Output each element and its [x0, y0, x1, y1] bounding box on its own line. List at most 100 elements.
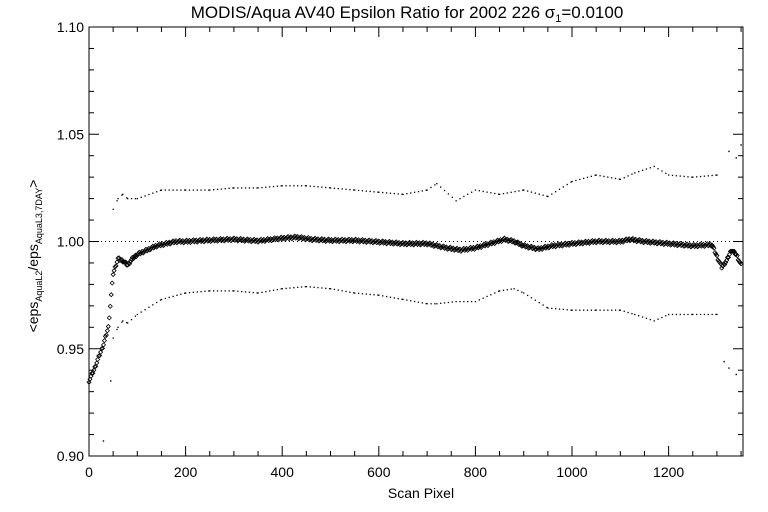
upper-bound-point	[289, 185, 291, 187]
upper-bound-point	[196, 189, 198, 191]
lower-bound-point	[172, 295, 174, 298]
lower-bound-point	[228, 290, 230, 292]
x-tick-label: 1000	[556, 464, 587, 480]
upper-bound-point	[341, 188, 343, 190]
title-sigma-symbol: σ	[545, 3, 556, 22]
data-point-diamond	[103, 332, 109, 338]
upper-bound-point	[256, 187, 258, 189]
lower-bound-point	[164, 297, 167, 300]
lower-bound-point	[603, 309, 605, 311]
upper-bound-point	[711, 174, 713, 177]
lower-bound-point	[152, 304, 154, 306]
lower-bound-point	[455, 300, 457, 303]
lower-bound-point	[594, 309, 596, 311]
lower-bound-point	[349, 291, 351, 293]
lower-bound-point	[204, 290, 206, 292]
upper-bound-point	[192, 189, 195, 191]
data-point-diamond	[734, 253, 740, 259]
upper-bound-point	[687, 176, 689, 178]
upper-bound-point	[551, 193, 553, 195]
upper-bound-point	[594, 174, 596, 176]
upper-bound-point	[447, 193, 450, 195]
outlier-point	[723, 360, 725, 363]
lower-bound-point	[443, 302, 446, 304]
lower-bound-point	[406, 299, 408, 301]
y-label-sub1: AquaL2	[34, 271, 44, 302]
lower-bound-point	[269, 290, 271, 292]
lower-bound-point	[184, 292, 186, 294]
upper-bound-point	[349, 188, 351, 191]
lower-bound-point	[634, 313, 636, 316]
lower-bound-point	[699, 313, 702, 316]
data-point-diamond	[113, 263, 119, 269]
lower-bound-point	[168, 296, 170, 299]
lower-bound-point	[618, 309, 621, 311]
outlier-point	[728, 150, 730, 153]
upper-bound-point	[440, 186, 442, 188]
upper-bound-point	[209, 189, 211, 191]
lower-bound-point	[402, 298, 404, 301]
lower-bound-point	[180, 293, 182, 295]
upper-bound-point	[188, 189, 191, 191]
lower-bound-point	[579, 309, 581, 311]
upper-bound-point	[707, 175, 709, 177]
upper-bound-point	[122, 193, 124, 196]
upper-bound-point	[607, 176, 609, 178]
data-point-diamond	[130, 256, 137, 262]
outlier-point	[735, 373, 737, 376]
lower-bound-point	[494, 292, 496, 294]
lower-bound-point	[521, 291, 523, 293]
upper-bound-point	[272, 185, 275, 188]
lower-bound-point	[547, 307, 549, 309]
lower-bound-point	[300, 286, 303, 288]
lower-bound-point	[451, 301, 453, 303]
upper-bound-point	[280, 185, 282, 187]
lower-bound-point	[373, 294, 375, 296]
upper-bound-point	[696, 176, 698, 178]
lower-bound-point	[126, 321, 128, 324]
lower-bound-point	[192, 291, 195, 293]
upper-bound-point	[683, 175, 685, 178]
data-point-diamond	[133, 253, 139, 260]
data-point-diamond	[86, 379, 92, 385]
upper-bound-point	[257, 187, 259, 189]
upper-bound-point	[168, 189, 170, 191]
y-tick-label: 0.95	[57, 341, 84, 357]
lower-bound-point	[305, 285, 308, 288]
upper-bound-point	[497, 193, 500, 195]
lower-bound-point	[244, 291, 247, 293]
lower-bound-point	[304, 286, 307, 288]
data-point-diamond	[90, 370, 96, 376]
lower-bound-point	[122, 320, 124, 322]
lower-bound-point	[378, 294, 380, 296]
lower-bound-point	[325, 287, 327, 289]
upper-bound-point	[668, 174, 670, 176]
lower-bound-point	[530, 297, 533, 299]
lower-bound-point	[671, 313, 674, 316]
y-tick-label: 1.10	[57, 19, 84, 35]
upper-bound-point	[631, 173, 633, 175]
upper-bound-point	[490, 192, 492, 194]
upper-bound-point	[425, 189, 427, 191]
lower-bound-point	[224, 290, 226, 292]
upper-bound-point	[184, 189, 186, 191]
lower-bound-point	[185, 292, 187, 294]
upper-bound-point	[337, 187, 339, 190]
upper-bound-point	[297, 185, 299, 187]
lower-bound-point	[425, 302, 427, 305]
upper-bound-point	[305, 185, 308, 187]
lower-bound-point	[675, 313, 678, 316]
upper-bound-point	[126, 197, 128, 199]
upper-bound-point	[653, 165, 655, 168]
lower-bound-point	[645, 317, 648, 319]
data-point-diamond	[730, 248, 736, 254]
lower-bound-point	[653, 320, 655, 322]
upper-bound-point	[397, 193, 399, 195]
lower-bound-point	[595, 309, 597, 311]
lower-bound-point	[711, 313, 713, 316]
lower-bound-point	[369, 293, 371, 296]
lower-bound-point	[542, 304, 544, 306]
upper-bound-point	[675, 175, 678, 177]
upper-bound-point	[112, 208, 114, 211]
lower-bound-point	[329, 288, 332, 290]
